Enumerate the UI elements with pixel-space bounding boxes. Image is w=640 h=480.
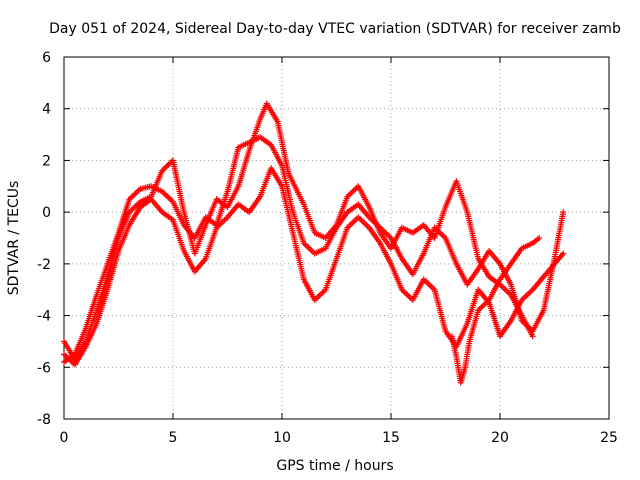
x-tick-label: 10 — [273, 430, 291, 446]
x-tick-label: 5 — [169, 430, 178, 446]
data-points — [61, 100, 567, 386]
y-tick-label: -8 — [37, 412, 51, 428]
axis-ticks: 0 5 10 15 20 25 -8 -6 -4 -2 0 2 4 6 — [37, 50, 618, 446]
x-tick-label: 0 — [60, 430, 69, 446]
plot-frame — [63, 56, 610, 420]
x-tick-label: 20 — [491, 430, 509, 446]
data-point — [536, 235, 543, 241]
y-tick-label: 4 — [42, 102, 51, 118]
y-tick-label: -6 — [37, 360, 51, 376]
y-axis-label: SDTVAR / TECUs — [6, 181, 22, 296]
y-tick-label: 6 — [42, 50, 51, 66]
y-tick-label: 2 — [42, 153, 51, 169]
data-point — [560, 250, 567, 257]
x-tick-label: 15 — [382, 430, 400, 446]
grid-lines — [64, 57, 609, 419]
data-point — [529, 333, 536, 340]
y-tick-label: 0 — [42, 205, 51, 221]
data-point — [560, 209, 567, 216]
chart-title: Day 051 of 2024, Sidereal Day-to-day VTE… — [49, 21, 621, 37]
y-tick-label: -4 — [37, 309, 51, 325]
x-tick-label: 25 — [600, 430, 618, 446]
y-tick-label: -2 — [37, 257, 51, 273]
x-axis-label: GPS time / hours — [276, 458, 393, 474]
